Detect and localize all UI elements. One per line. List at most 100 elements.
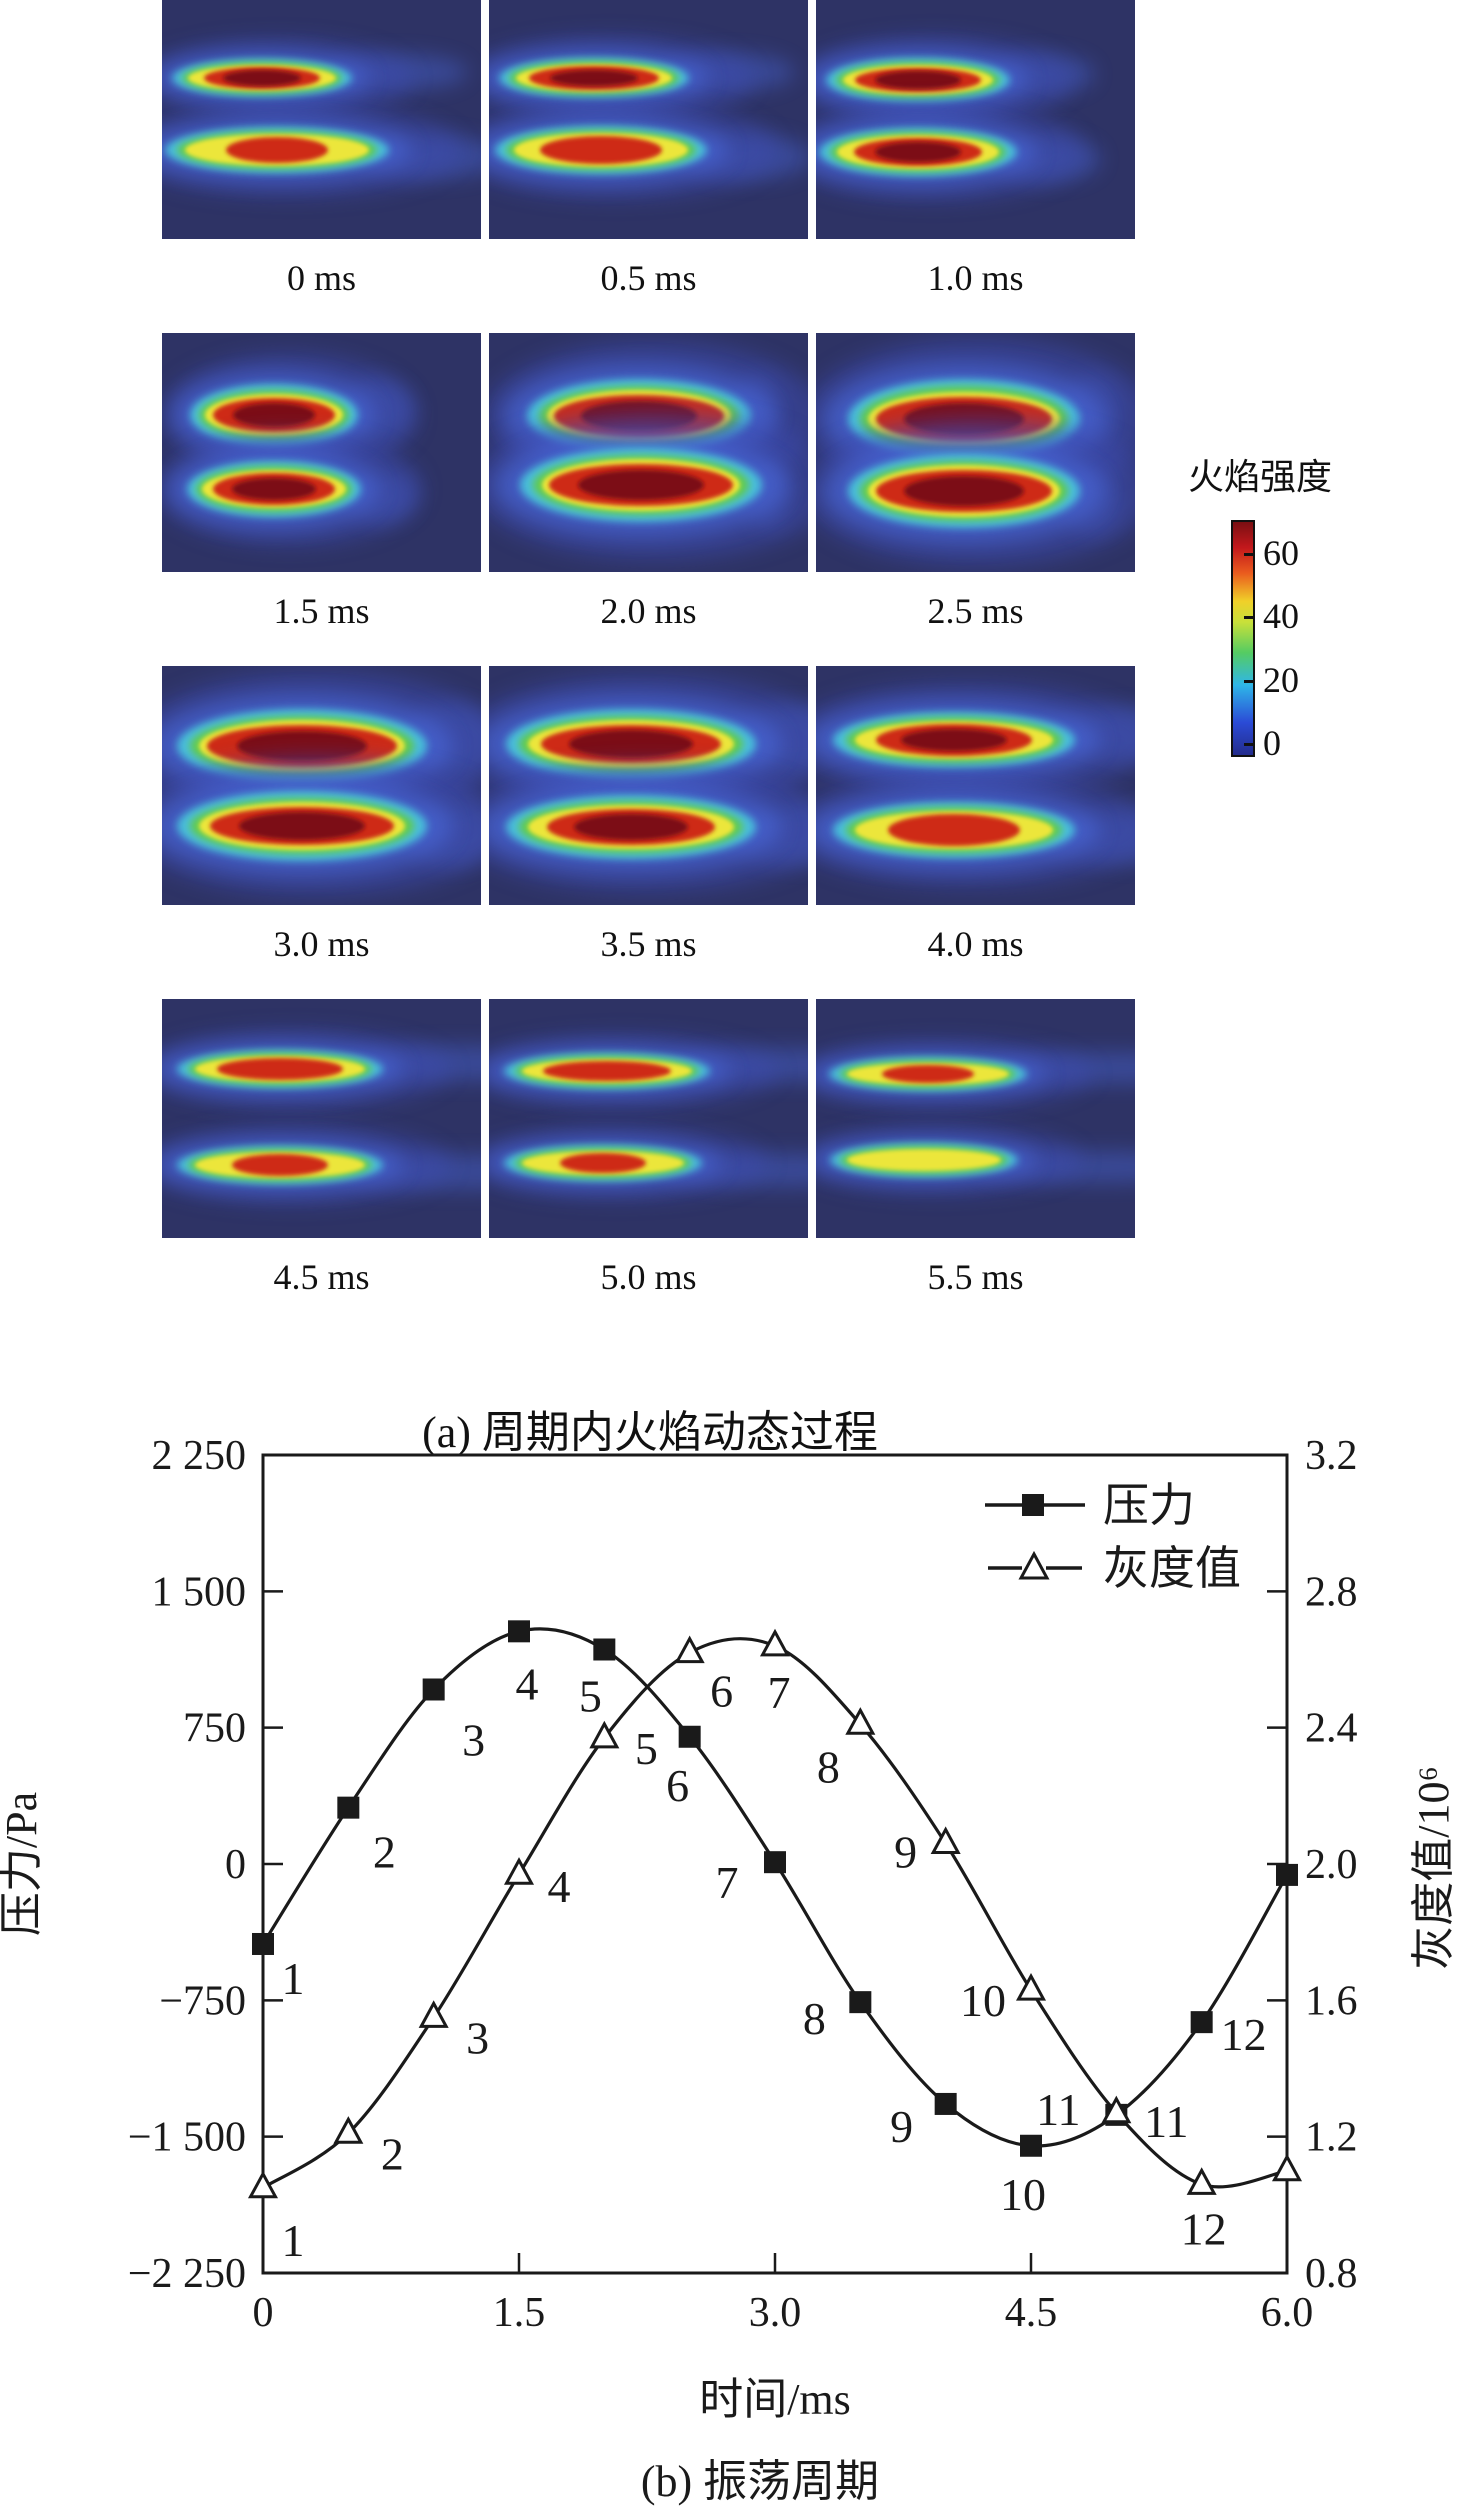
point-number-label: 9 — [890, 2101, 913, 2152]
colorbar-tick-label: 0 — [1263, 723, 1281, 763]
flame-darkred-core — [578, 470, 704, 500]
point-number-label: 5 — [635, 1723, 658, 1774]
flame-darkred-core — [574, 814, 688, 840]
flame-darkred-core — [875, 71, 961, 89]
point-number-label: 6 — [710, 1666, 733, 1717]
gray-value-marker — [1015, 1972, 1047, 2001]
pressure-marker — [1190, 2011, 1213, 2034]
flame-darkred-core — [232, 478, 316, 500]
flame-darkred-core — [223, 70, 301, 86]
colorbar-tick — [1244, 680, 1253, 683]
point-number-label: 2 — [381, 2128, 404, 2179]
flame-time-label: 1.0 ms — [927, 258, 1024, 298]
flame-image — [816, 666, 1135, 905]
gray-value-marker — [930, 1826, 961, 1855]
point-number-label: 1 — [282, 1953, 305, 2004]
gray-value-marker — [333, 2116, 364, 2144]
point-number-label: 11 — [1144, 2096, 1188, 2147]
flame-red-core — [882, 1065, 974, 1083]
point-number-label: 3 — [466, 2012, 489, 2063]
gray-value-marker — [247, 2170, 279, 2199]
flame-image — [162, 999, 481, 1238]
pressure-marker — [1276, 1863, 1298, 1886]
x-axis-tick-label: 1.5 — [493, 2290, 546, 2336]
gray-value-marker — [759, 1628, 791, 1657]
point-number-label: 7 — [716, 1857, 739, 1908]
gray-value-marker — [503, 1857, 535, 1885]
colorbar-tick-label: 40 — [1263, 596, 1299, 636]
colorbar-tick — [1244, 743, 1253, 746]
point-number-label: 7 — [768, 1667, 791, 1718]
flame-darkred-core — [239, 812, 365, 840]
colorbar-tick — [1244, 616, 1253, 619]
flame-time-label: 4.5 ms — [273, 1257, 370, 1297]
flame-image — [162, 333, 481, 572]
right-axis-tick-label: 3.2 — [1305, 1433, 1358, 1479]
right-axis-tick-label: 1.6 — [1305, 1978, 1358, 2024]
point-number-label: 5 — [579, 1671, 602, 1722]
flame-darkred-core — [237, 731, 367, 761]
left-axis-tick-label: 2 250 — [152, 1433, 247, 1479]
right-axis-tick-label: 1.2 — [1305, 2115, 1358, 2161]
flame-image — [489, 999, 808, 1238]
colorbar-tick-label: 60 — [1263, 533, 1299, 573]
flame-panel-2-0-ms — [489, 333, 808, 572]
flame-time-label: 1.5 ms — [273, 591, 370, 631]
flame-panel-0-ms — [162, 0, 481, 239]
legend-pressure-marker — [1022, 1494, 1044, 1516]
right-axis-tick-label: 2.0 — [1305, 1842, 1358, 1888]
pressure-marker — [508, 1620, 530, 1643]
flame-red-core — [217, 1058, 343, 1080]
right-axis-tick-label: 2.4 — [1305, 1706, 1358, 1752]
flame-darkred-core — [904, 476, 1024, 506]
flame-image — [489, 333, 808, 572]
flame-panel-5-0-ms — [489, 999, 808, 1238]
pressure-marker — [337, 1796, 360, 1819]
pressure-marker — [934, 2092, 957, 2115]
flame-image — [489, 0, 808, 239]
point-number-label: 4 — [548, 1861, 571, 1912]
gray-value-marker — [1101, 2095, 1132, 2124]
flame-time-label: 5.5 ms — [927, 1257, 1024, 1297]
flame-panel-3-0-ms — [162, 666, 481, 905]
left-axis-tick-label: 1 500 — [152, 1569, 247, 1615]
x-axis-title: 时间/ms — [699, 2375, 851, 2424]
right-axis-tick-label: 2.8 — [1305, 1569, 1358, 1615]
point-number-label: 8 — [803, 1993, 826, 2044]
point-number-label: 11 — [1036, 2084, 1080, 2135]
flame-time-label: 2.0 ms — [600, 591, 697, 631]
colorbar-tick — [1244, 553, 1253, 556]
pressure-marker — [678, 1725, 701, 1748]
flame-background — [489, 999, 808, 1238]
x-axis-tick-label: 4.5 — [1005, 2290, 1058, 2336]
point-number-label: 3 — [462, 1714, 485, 1765]
pressure-marker — [764, 1851, 786, 1874]
legend-gray-label: 灰度值 — [1103, 1543, 1241, 1594]
legend-gray-marker — [1018, 1550, 1050, 1580]
gray-value-marker — [589, 1720, 620, 1749]
flame-darkred-core — [901, 729, 1007, 751]
gray-value-marker — [845, 1707, 876, 1735]
flame-image — [162, 666, 481, 905]
point-number-label: 10 — [960, 1975, 1006, 2026]
flame-red-core — [560, 1153, 646, 1173]
flame-darkred-core — [550, 70, 638, 86]
flame-time-label: 3.5 ms — [600, 924, 697, 964]
left-axis-tick-label: −2 250 — [128, 2251, 246, 2297]
point-number-label: 8 — [817, 1741, 840, 1792]
x-axis-tick-label: 3.0 — [749, 2290, 802, 2336]
colorbar-gradient — [1231, 520, 1255, 757]
right-axis-tick-label: 0.8 — [1305, 2251, 1358, 2297]
flame-darkred-core — [875, 142, 961, 162]
flame-background — [816, 999, 1135, 1238]
pressure-marker — [252, 1932, 274, 1955]
flame-red-core — [543, 1061, 671, 1081]
pressure-marker — [593, 1638, 616, 1661]
right-axis-title: 灰度值/10⁶ — [1409, 1766, 1458, 1970]
left-axis-tick-label: −1 500 — [128, 2115, 246, 2161]
point-number-label: 9 — [894, 1827, 917, 1878]
pressure-marker — [422, 1678, 445, 1701]
gray-value-marker — [1186, 2167, 1217, 2195]
flame-red-core — [226, 137, 328, 163]
